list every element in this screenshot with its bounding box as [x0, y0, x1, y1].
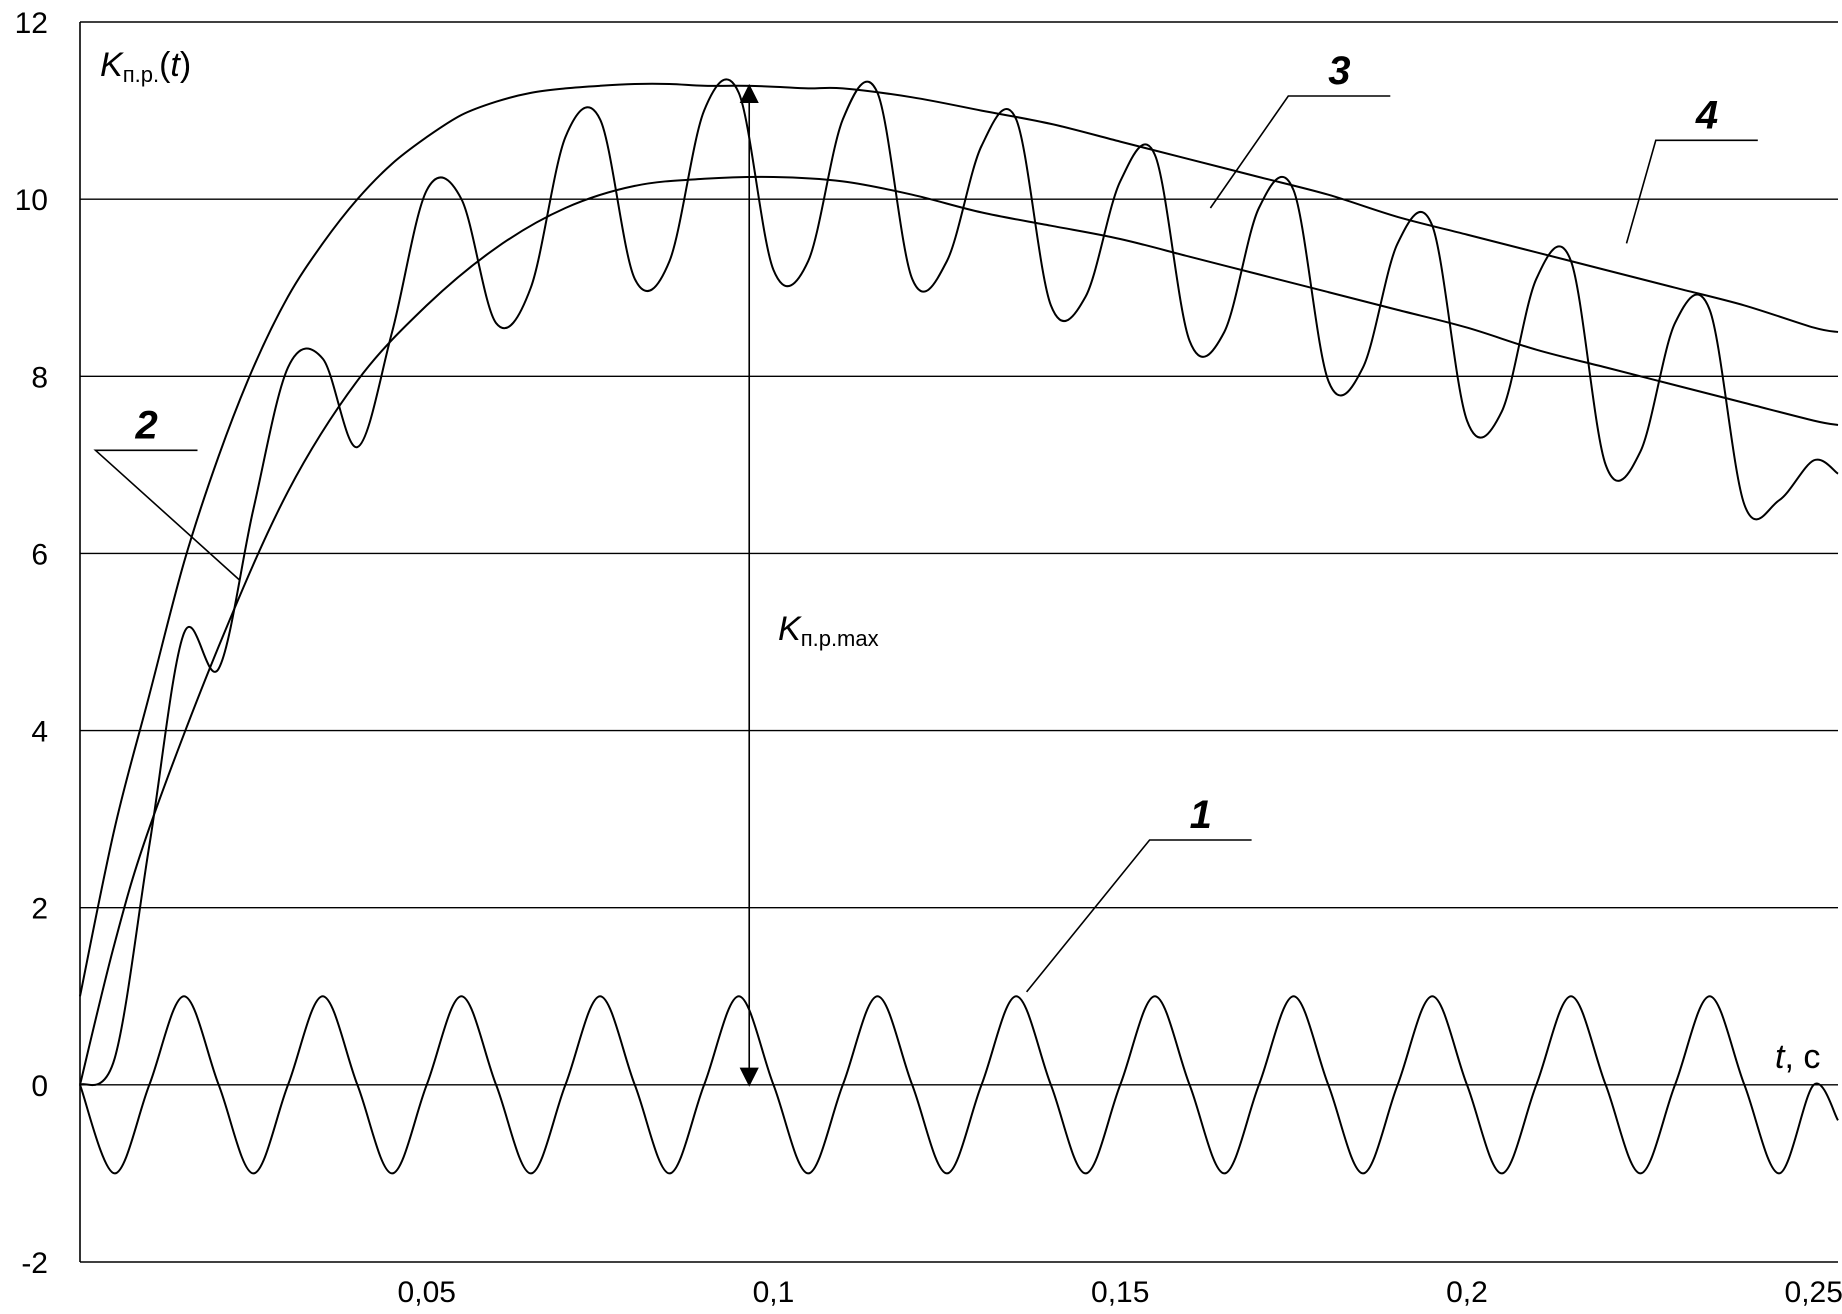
- annotation-leader-2: [93, 449, 241, 581]
- y-tick-label: 8: [31, 361, 48, 394]
- y-tick-label: 10: [15, 184, 48, 217]
- x-tick-label: 0,1: [753, 1276, 795, 1309]
- x-tick-label: 0,2: [1446, 1276, 1488, 1309]
- series-lines: [79, 78, 1839, 1175]
- annotation-leader-1: [1025, 839, 1252, 993]
- y-tick-label: -2: [21, 1247, 48, 1280]
- y-tick-label: 12: [15, 7, 48, 40]
- y-tick-label: 6: [31, 538, 48, 571]
- annotation-leader-4: [1625, 139, 1758, 244]
- series-line-3: [79, 78, 1839, 1087]
- annotation-leader-3: [1209, 95, 1391, 209]
- series-line-4: [79, 82, 1839, 997]
- grid: [80, 21, 1838, 1086]
- annotation-label-4: 4: [1695, 93, 1718, 137]
- series-line-1: [79, 995, 1839, 1175]
- x-tick-label: 0,25: [1785, 1276, 1842, 1309]
- x-tick-label: 0,05: [398, 1276, 456, 1309]
- annotation-label-2: 2: [134, 403, 157, 447]
- y-tick-label: 4: [31, 716, 48, 749]
- annotations: 1 2 3 4: [93, 49, 1758, 993]
- y-axis-title: Kп.р.(t): [100, 46, 191, 87]
- series-line-2: [79, 175, 1839, 1086]
- axes: [79, 22, 1838, 1263]
- y-tick-label: 2: [31, 893, 48, 926]
- annotation-label-1: 1: [1190, 793, 1212, 837]
- kmax-label: Kп.р.max: [778, 610, 879, 651]
- x-axis-title: t, с: [1775, 1038, 1820, 1076]
- annotation-label-3: 3: [1328, 49, 1350, 93]
- y-tick-label: 0: [31, 1070, 48, 1103]
- x-tick-label: 0,15: [1091, 1276, 1149, 1309]
